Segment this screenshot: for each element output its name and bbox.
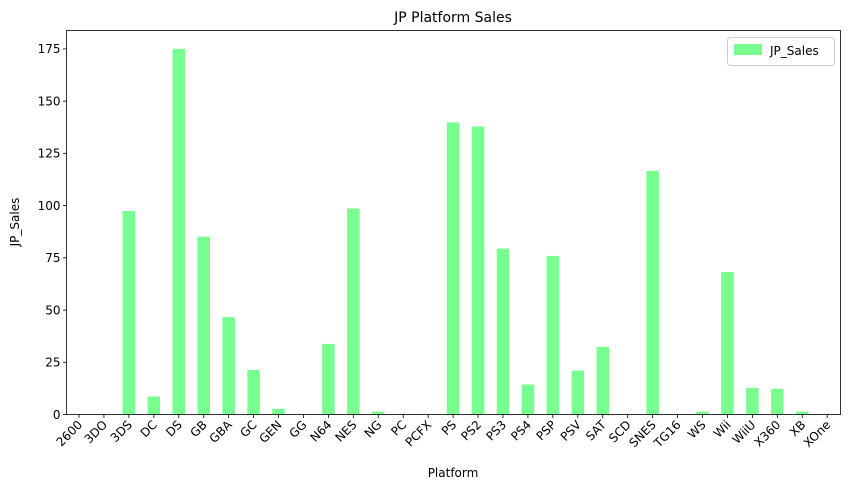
bar-dc [147, 396, 161, 415]
y-tick-label-0: 0 [53, 408, 61, 422]
bar-snes [646, 170, 659, 415]
bar-ps4 [521, 384, 535, 415]
chart-title: JP Platform Sales [393, 10, 512, 26]
y-tick-label-75: 75 [45, 251, 60, 265]
x-tick-label-ps4: PS4 [508, 418, 534, 444]
bar-gc [247, 370, 260, 415]
bar-gb [197, 236, 210, 415]
y-tick-label-25: 25 [45, 356, 60, 370]
y-tick-label-100: 100 [38, 199, 61, 213]
y-axis: 0 25 50 75 100 125 150 175 [38, 42, 67, 422]
bar-psp [546, 255, 560, 415]
x-tick-label-ps2: PS2 [458, 418, 484, 444]
bar-ps [446, 122, 460, 415]
x-tick-label-gg: GG [287, 418, 310, 441]
x-tick-label-tg16: TG16 [651, 418, 684, 451]
plot-frame [66, 30, 841, 415]
bar-psv [571, 370, 585, 415]
x-tick-label-nes: NES [332, 418, 359, 445]
x-tick-label-gba: GBA [207, 417, 236, 446]
bar-gen [272, 408, 285, 415]
bar-nes [347, 208, 360, 415]
x-tick-label-2600: 2600 [54, 418, 85, 449]
x-tick-label-ds: DS [163, 418, 185, 440]
legend-swatch [734, 44, 762, 55]
bar-xb [796, 411, 809, 415]
bar-x360 [771, 388, 784, 415]
x-tick-label-dc: DC [138, 418, 160, 440]
x-tick-label-psp: PSP [533, 418, 559, 444]
bar-ds [172, 48, 186, 415]
bar-ws [696, 411, 709, 415]
x-tick-label-gen: GEN [256, 418, 284, 446]
x-tick-label-ps: PS [439, 418, 459, 438]
x-tick-label-psv: PSV [558, 417, 585, 444]
legend-label: JP_Sales [769, 44, 819, 58]
bar-gba [222, 317, 235, 415]
x-tick-label-sat: SAT [583, 417, 609, 443]
y-tick-label-125: 125 [38, 147, 61, 161]
x-axis-label: Platform [428, 466, 479, 480]
y-tick-label-150: 150 [38, 94, 61, 108]
x-tick-label-3ds: 3DS [108, 418, 135, 445]
bar-n64 [322, 343, 335, 415]
y-tick-label-175: 175 [38, 42, 61, 56]
x-tick-label-n64: N64 [307, 418, 334, 445]
x-tick-label-ng: NG [362, 418, 385, 441]
x-tick-label-pcfx: PCFX [403, 418, 435, 450]
x-tick-label-snes: SNES [626, 418, 658, 450]
bar-ps3 [496, 248, 510, 415]
bars-group [97, 48, 834, 415]
x-tick-label-ps3: PS3 [483, 418, 509, 444]
bar-3ds [122, 211, 136, 415]
x-tick-label-ws: WS [685, 418, 709, 442]
x-tick-label-x360: X360 [752, 418, 784, 450]
bar-wiiu [746, 387, 759, 415]
bar-sat [596, 347, 609, 415]
bar-wii [721, 272, 734, 415]
y-axis-label: JP_Sales [8, 198, 22, 248]
bar-ps2 [471, 126, 485, 415]
y-tick-label-50: 50 [45, 303, 60, 317]
bar-ng [372, 411, 385, 415]
legend: JP_Sales [727, 37, 835, 66]
x-tick-label-3do: 3DO [82, 418, 111, 447]
x-tick-label-xone: XOne [801, 418, 833, 450]
